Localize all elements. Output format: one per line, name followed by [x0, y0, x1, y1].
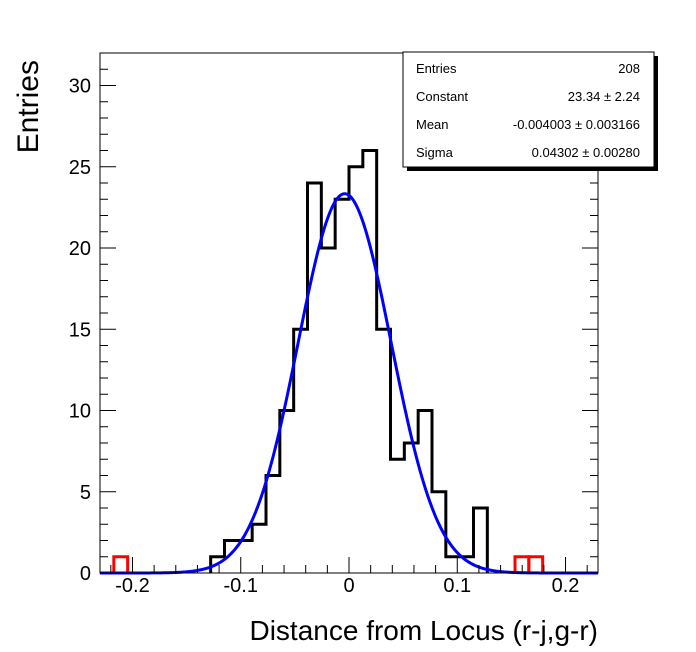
- histogram-bar: [404, 443, 418, 573]
- histogram-bar: [280, 411, 294, 574]
- histogram-bar: [349, 167, 363, 573]
- histogram-bar: [294, 329, 308, 573]
- x-tick-label: 0: [343, 575, 354, 597]
- y-axis-title: Entries: [12, 60, 45, 153]
- stats-label: Entries: [416, 61, 457, 76]
- x-axis-title: Distance from Locus (r-j,g-r): [249, 615, 598, 646]
- x-tick-label: -0.1: [224, 575, 258, 597]
- histogram-bar: [377, 329, 391, 573]
- stats-box: Entries 208 Constant 23.34 ± 2.24 Mean -0.004…: [402, 51, 658, 171]
- stats-value: 23.34 ± 2.24: [568, 89, 640, 104]
- histogram-bar: [321, 248, 335, 573]
- stats-label: Mean: [416, 117, 449, 132]
- histogram-main-outline: [209, 149, 489, 573]
- histogram-bar: [335, 199, 349, 573]
- stats-value: 208: [618, 61, 640, 76]
- histogram-bar: [252, 524, 266, 573]
- stats-value: 0.04302 ± 0.00280: [532, 145, 640, 160]
- histogram-outlier-bar: [112, 555, 130, 573]
- histogram-bar: [474, 508, 488, 573]
- x-tick-label: -0.2: [115, 575, 149, 597]
- x-tick-label: 0.1: [443, 575, 471, 597]
- stats-label: Sigma: [416, 145, 454, 160]
- y-tick-label: 20: [69, 238, 91, 260]
- stats-box-frame: [402, 51, 655, 168]
- y-tick-label: 0: [80, 563, 91, 585]
- y-tick-label: 15: [69, 319, 91, 341]
- y-tick-label: 10: [69, 401, 91, 423]
- y-tick-label: 30: [69, 76, 91, 98]
- x-tick-label: 0.2: [552, 575, 580, 597]
- histogram-bar: [363, 151, 377, 574]
- histogram-outlier-bar: [527, 555, 545, 573]
- histogram-bar: [266, 476, 280, 574]
- y-tick-label: 25: [69, 157, 91, 179]
- histogram-bar: [391, 459, 405, 573]
- stats-value: -0.004003 ± 0.003166: [513, 117, 640, 132]
- stats-label: Constant: [416, 89, 468, 104]
- y-tick-label: 5: [80, 482, 91, 504]
